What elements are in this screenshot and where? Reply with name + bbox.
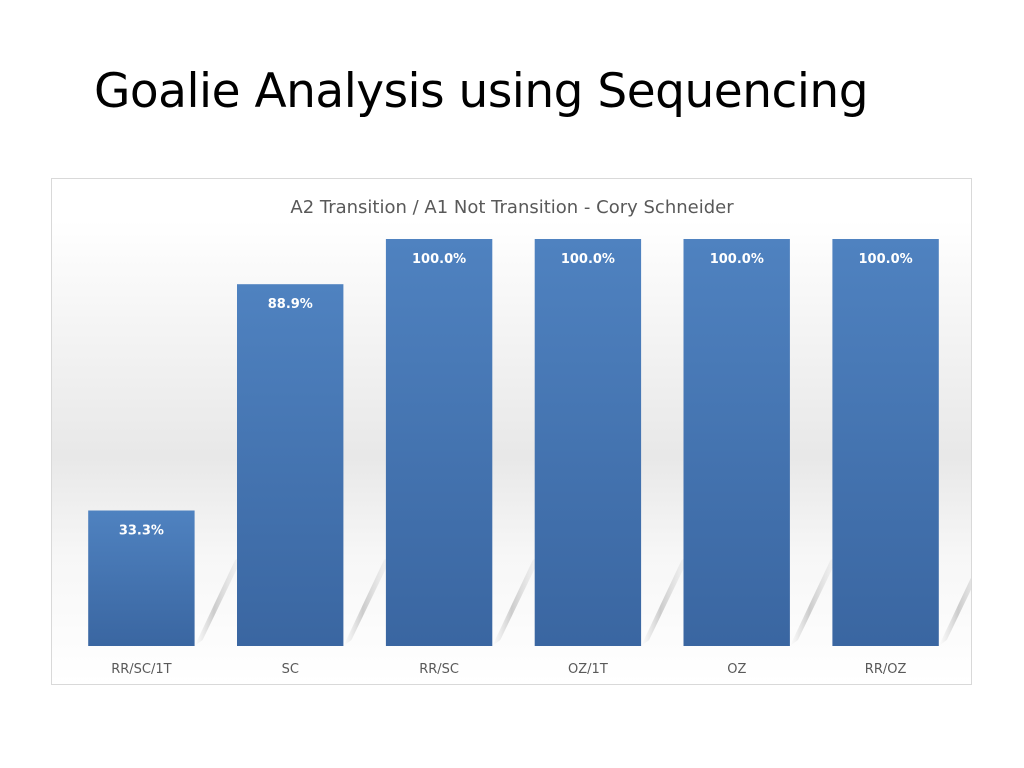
bars bbox=[88, 239, 939, 646]
data-label: 33.3% bbox=[119, 524, 164, 539]
bar-shadow bbox=[343, 556, 392, 646]
x-tick-label: SC bbox=[282, 662, 299, 677]
data-label: 100.0% bbox=[412, 252, 466, 267]
chart-area: A2 Transition / A1 Not Transition - Cory… bbox=[51, 178, 972, 685]
x-tick-label: OZ/1T bbox=[568, 662, 608, 677]
data-label: 88.9% bbox=[268, 297, 313, 312]
x-tick-label: OZ bbox=[727, 662, 746, 677]
bar-sc bbox=[237, 284, 344, 646]
slide-title: Goalie Analysis using Sequencing bbox=[94, 64, 869, 119]
bar-rr-sc bbox=[385, 239, 493, 646]
bar-rr-oz bbox=[832, 239, 939, 646]
bar-oz-1t bbox=[534, 239, 642, 646]
bar-rr-sc-1t bbox=[88, 510, 195, 646]
data-label: 100.0% bbox=[710, 252, 764, 267]
bar-shadow bbox=[641, 556, 690, 646]
bar-shadow bbox=[789, 556, 839, 646]
x-tick-label: RR/OZ bbox=[865, 662, 907, 677]
data-label: 100.0% bbox=[859, 252, 913, 267]
x-tick-label: RR/SC bbox=[419, 662, 459, 677]
x-tick-label: RR/SC/1T bbox=[111, 662, 171, 677]
bar-shadow bbox=[492, 556, 541, 646]
data-label: 100.0% bbox=[561, 252, 615, 267]
data-labels: 33.3% 88.9% 100.0% 100.0% 100.0% 100.0% bbox=[119, 252, 913, 539]
bar-chart: A2 Transition / A1 Not Transition - Cory… bbox=[88, 197, 971, 677]
x-axis-tick-labels: RR/SC/1T SC RR/SC OZ/1T OZ RR/OZ bbox=[111, 662, 906, 677]
bar-shadow bbox=[938, 577, 971, 646]
chart-title: A2 Transition / A1 Not Transition - Cory… bbox=[290, 197, 734, 218]
bar-shadow bbox=[194, 556, 244, 646]
bar-oz bbox=[683, 239, 790, 646]
